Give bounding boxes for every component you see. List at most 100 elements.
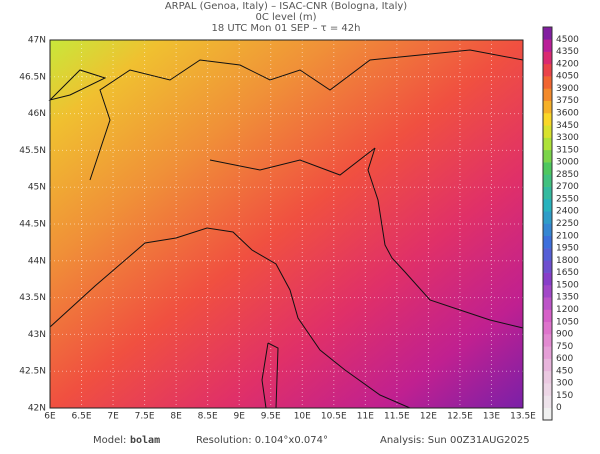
lon-label: 10E: [294, 412, 311, 422]
lat-label: 45.5N: [19, 146, 46, 156]
colorbar-swatch: [543, 248, 552, 261]
footer-analysis: Analysis: Sun 00Z31AUG2025: [380, 435, 530, 446]
colorbar-swatch: [543, 297, 552, 310]
colorbar-swatch: [543, 174, 552, 187]
colorbar-label: 900: [556, 330, 573, 340]
colorbar-label: 2100: [556, 231, 579, 241]
colorbar-label: 1950: [556, 244, 579, 254]
footer-model: bolam: [130, 435, 160, 446]
colorbar-swatch: [543, 88, 552, 101]
footer-resolution: Resolution: 0.104°x0.074°: [196, 435, 328, 446]
lat-label: 42N: [28, 404, 46, 414]
lon-label: 10.5E: [321, 412, 347, 422]
colorbar-label: 300: [556, 379, 573, 389]
colorbar-swatch: [543, 407, 552, 421]
lat-label: 45N: [28, 183, 46, 193]
header-source: ARPAL (Genoa, Italy) – ISAC-CNR (Bologna…: [165, 1, 407, 12]
colorbar-label: 4200: [556, 59, 579, 69]
lon-label: 7.5E: [135, 412, 155, 422]
colorbar-label: 3900: [556, 84, 579, 94]
colorbar-swatch: [543, 125, 552, 138]
colorbar-label: 3450: [556, 121, 579, 131]
colorbar-swatch: [543, 186, 552, 200]
colorbar-swatch: [543, 39, 552, 52]
header-field: 0C level (m): [255, 12, 316, 23]
footer-model-label: Model:: [93, 435, 126, 446]
colorbar-swatch: [543, 346, 552, 359]
colorbar-swatch: [543, 100, 552, 114]
colorbar-swatch: [543, 211, 552, 224]
colorbar-label: 150: [556, 391, 573, 401]
colorbar-swatch: [543, 260, 552, 273]
colorbar-swatch: [543, 383, 552, 396]
colorbar-label: 1800: [556, 256, 579, 266]
colorbar-swatch: [543, 76, 552, 89]
lat-label: 43.5N: [19, 293, 46, 303]
colorbar-swatch: [543, 370, 552, 384]
colorbar-swatch: [543, 137, 552, 151]
map-frame: [49, 39, 524, 409]
lon-label: 9.5E: [261, 412, 281, 422]
lon-label: 9E: [233, 412, 245, 422]
lon-label: 6E: [44, 412, 56, 422]
colorbar-label: 3150: [556, 145, 579, 155]
colorbar-swatch: [543, 272, 552, 286]
lon-label: 13.5E: [510, 412, 536, 422]
lon-label: 11.5E: [384, 412, 410, 422]
colorbar-swatch: [543, 162, 552, 175]
colorbar-label: 3750: [556, 96, 579, 106]
colorbar-swatch: [543, 321, 552, 335]
colorbar-label: 1350: [556, 293, 579, 303]
colorbar-label: 0: [556, 403, 562, 413]
lon-label: 11E: [357, 412, 374, 422]
colorbar-label: 1500: [556, 280, 579, 290]
coastlines: [48, 49, 524, 409]
lon-label: 12.5E: [447, 412, 473, 422]
colorbar-swatch: [543, 309, 552, 323]
colorbar-frame: [542, 26, 553, 421]
colorbar-label: 1200: [556, 305, 579, 315]
colorbar-swatch: [543, 51, 552, 65]
colorbar-swatch: [543, 223, 552, 237]
lon-label: 12E: [420, 412, 437, 422]
lon-label: 6.5E: [72, 412, 92, 422]
colorbar-label: 2700: [556, 182, 579, 192]
lat-label: 44N: [28, 256, 46, 266]
colorbar-label: 600: [556, 354, 573, 364]
lat-label: 43N: [28, 330, 46, 340]
lon-label: 13E: [483, 412, 500, 422]
lat-label: 46N: [28, 109, 46, 119]
colorbar-label: 3300: [556, 133, 579, 143]
colorbar-swatch: [543, 395, 552, 409]
colorbar-swatch: [543, 358, 552, 372]
lat-label: 44.5N: [19, 220, 46, 230]
colorbar-label: 3600: [556, 108, 579, 118]
lat-label: 47N: [28, 36, 46, 46]
colorbar-label: 1050: [556, 317, 579, 327]
colorbar-label: 4350: [556, 47, 579, 57]
colorbar-swatch: [543, 149, 552, 163]
colorbar-label: 4050: [556, 72, 579, 82]
lon-label: 8E: [170, 412, 182, 422]
colorbar-label: 750: [556, 342, 573, 352]
colorbar-swatch: [543, 112, 552, 126]
colorbar-swatch: [543, 334, 552, 347]
lon-label: 8.5E: [198, 412, 218, 422]
colorbar-swatch: [543, 284, 552, 298]
lat-label: 46.5N: [19, 72, 46, 82]
colorbar-label: 2250: [556, 219, 579, 229]
colorbar-label: 2400: [556, 207, 579, 217]
colorbar-swatch: [543, 198, 552, 212]
colorbar-label: 2550: [556, 194, 579, 204]
colorbar-label: 3000: [556, 158, 579, 168]
colorbar-swatch: [543, 63, 552, 77]
colorbar: 0 150 300 450 600 750 900 1050 1200 1350 1500 1650 1…: [542, 26, 579, 421]
colorbar-swatch: [543, 27, 552, 40]
colorbar-swatch: [543, 235, 552, 249]
lat-label: 42.5N: [19, 367, 46, 377]
lon-label: 7E: [107, 412, 119, 422]
colorbar-label: 450: [556, 366, 573, 376]
header-time: 18 UTC Mon 01 SEP – τ = 42h: [212, 23, 361, 34]
colorbar-label: 2850: [556, 170, 579, 180]
